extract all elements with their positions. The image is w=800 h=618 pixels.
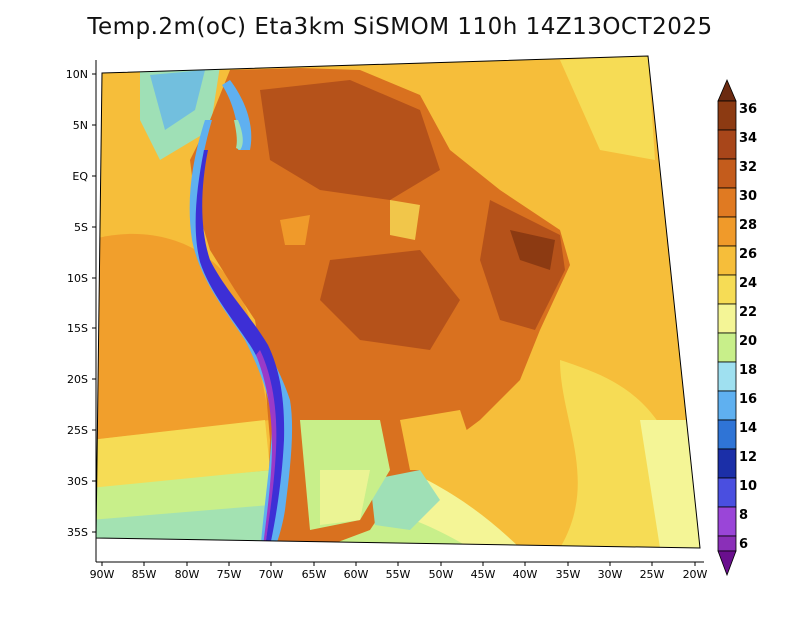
colorbar-segment: [717, 274, 737, 305]
colorbar-label: 10: [739, 479, 757, 494]
colorbar-label: 24: [739, 276, 757, 291]
lon-label: 35W: [556, 568, 581, 581]
lat-label: 20S: [67, 373, 88, 386]
colorbar-bottom-arrow: [717, 550, 737, 577]
colorbar-segment: [717, 390, 737, 421]
lon-label: 40W: [513, 568, 538, 581]
lon-label: 65W: [302, 568, 327, 581]
colorbar: 36 34 32 30 28 26 24 22 20 18 16 14 12 1…: [717, 78, 757, 577]
colorbar-label: 20: [739, 334, 757, 349]
map-title: Temp.2m(oC) Eta3km SiSMOM 110h 14Z13OCT2…: [87, 14, 713, 40]
colorbar-segment: [717, 129, 737, 160]
lon-label: 80W: [175, 568, 200, 581]
colorbar-label: 34: [739, 131, 757, 146]
lon-label: 55W: [386, 568, 411, 581]
lon-label: 90W: [90, 568, 115, 581]
colorbar-segment: [717, 187, 737, 218]
pacific-cool-zone: [96, 420, 270, 490]
latitude-axis: 10N 5N EQ 5S 10S 15S 20S 25S 30S 35S: [66, 68, 96, 539]
colorbar-segment: [717, 303, 737, 334]
colorbar-label: 16: [739, 392, 757, 407]
lon-label: 85W: [132, 568, 157, 581]
colorbar-label: 28: [739, 218, 757, 233]
longitude-axis: 90W 85W 80W 75W 70W 65W 60W 55W 50W 45W …: [90, 562, 708, 581]
lon-label: 50W: [429, 568, 454, 581]
lon-label: 60W: [344, 568, 369, 581]
colorbar-segment: [717, 361, 737, 392]
colorbar-segment: [717, 100, 737, 131]
colorbar-segment: [717, 158, 737, 189]
colorbar-segment: [717, 245, 737, 276]
lon-label: 45W: [471, 568, 496, 581]
colorbar-label: 22: [739, 305, 757, 320]
colorbar-segment: [717, 332, 737, 363]
lon-label: 30W: [598, 568, 623, 581]
colorbar-label: 14: [739, 421, 757, 436]
hot-zone-north: [260, 80, 440, 200]
southern-brazil: [400, 410, 470, 470]
colorbar-label: 32: [739, 160, 757, 175]
uruguay-cool: [370, 470, 440, 530]
colorbar-label: 36: [739, 102, 757, 117]
lat-label: 30S: [67, 475, 88, 488]
colorbar-segment: [717, 216, 737, 247]
colorbar-segment: [717, 448, 737, 479]
lat-label: 10N: [66, 68, 88, 81]
lat-label: 15S: [67, 322, 88, 335]
colorbar-segment: [717, 419, 737, 450]
colorbar-top-arrow: [717, 78, 737, 102]
lat-label: 25S: [67, 424, 88, 437]
colorbar-label: 26: [739, 247, 757, 262]
colorbar-label: 30: [739, 189, 757, 204]
lat-label: 5S: [74, 221, 88, 234]
lon-label: 75W: [217, 568, 242, 581]
hot-zone-northeast: [480, 200, 565, 330]
colorbar-segment: [717, 506, 737, 537]
colorbar-label: 6: [739, 537, 748, 552]
map-domain: [96, 56, 700, 548]
lat-label: EQ: [72, 170, 88, 183]
map-frame: [95, 55, 701, 549]
colorbar-label: 12: [739, 450, 757, 465]
northern-andes: [222, 80, 252, 150]
colorbar-label: 8: [739, 508, 748, 523]
colorbar-segment: [717, 535, 737, 552]
lon-label: 20W: [683, 568, 708, 581]
lon-label: 25W: [640, 568, 665, 581]
colorbar-segment: [717, 477, 737, 508]
andes-ridge: [189, 120, 293, 548]
lat-label: 10S: [67, 272, 88, 285]
lat-label: 35S: [67, 526, 88, 539]
colorbar-label: 18: [739, 363, 757, 378]
lon-label: 70W: [259, 568, 284, 581]
lat-label: 5N: [73, 119, 88, 132]
